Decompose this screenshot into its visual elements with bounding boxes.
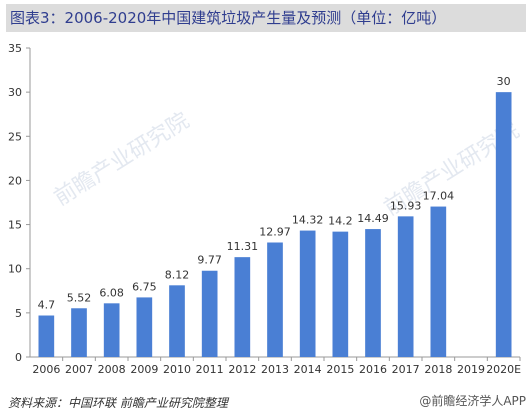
bar-chart: 前瞻产业研究院 前瞻产业研究院 0 5 10 15 20 25 30 35 2006 2007 20… [8,42,524,376]
data-label: 14.2 [328,215,353,228]
x-tick-label: 2008 [98,363,126,376]
bar [397,216,414,357]
bar [332,231,349,357]
data-label: 11.31 [227,240,259,253]
x-tick-label: 2017 [392,363,420,376]
data-label: 14.49 [357,212,389,225]
data-label: 9.77 [197,254,222,267]
x-tick-label: 2010 [163,363,191,376]
data-label: 8.12 [165,268,190,281]
bar [267,242,283,357]
x-tick-label: 2020E [486,363,521,376]
x-tick-label: 2007 [65,363,93,376]
x-tick-label: 2018 [424,363,452,376]
bar [495,92,512,357]
bars [38,92,512,357]
bar [299,230,316,357]
bar [169,285,185,357]
x-tick-label: 2019 [457,363,485,376]
x-tick-label: 2015 [326,363,354,376]
y-tick-label: 10 [8,263,22,276]
x-tick-label: 2011 [196,363,224,376]
chart-title: 图表3：2006-2020年中国建筑垃圾产生量及预测（单位：亿吨） [6,4,526,32]
x-tick-label: 2006 [32,363,60,376]
bar [201,270,218,357]
watermarks: 前瞻产业研究院 前瞻产业研究院 [50,108,524,221]
y-tick-label: 25 [8,130,22,143]
watermark-1: 前瞻产业研究院 [50,108,194,211]
x-tick-label: 2012 [228,363,256,376]
x-tick-label: 2014 [294,363,322,376]
y-tick-label: 5 [15,307,22,320]
x-tick-label: 2016 [359,363,387,376]
data-label: 30 [497,75,511,88]
credit-text: @前瞻经济学人APP [419,394,526,408]
x-tick-label: 2013 [261,363,289,376]
bar [136,297,153,357]
y-tick-label: 20 [8,174,22,187]
bar [430,206,447,357]
data-label: 4.7 [38,299,56,312]
data-label: 12.97 [259,225,291,238]
bar [234,257,251,357]
source-note: 资料来源：中国环联 前瞻产业研究院整理 [8,396,228,410]
bar [365,229,381,357]
bar [71,308,87,357]
y-tick-label: 30 [8,86,22,99]
data-label: 6.08 [99,286,124,299]
bar [38,315,55,357]
y-tick-label: 0 [15,351,22,364]
bar [103,303,120,357]
x-tick-label: 2009 [130,363,158,376]
data-label: 5.52 [67,291,92,304]
y-tick-label: 35 [8,42,22,55]
axes: 0 5 10 15 20 25 30 35 2006 2007 2008 2009 2010 2011 20… [8,42,521,376]
data-label: 14.32 [292,214,324,227]
data-label: 17.04 [423,190,455,203]
data-label: 6.75 [132,280,157,293]
data-label: 15.93 [390,199,422,212]
y-tick-label: 15 [8,219,22,232]
